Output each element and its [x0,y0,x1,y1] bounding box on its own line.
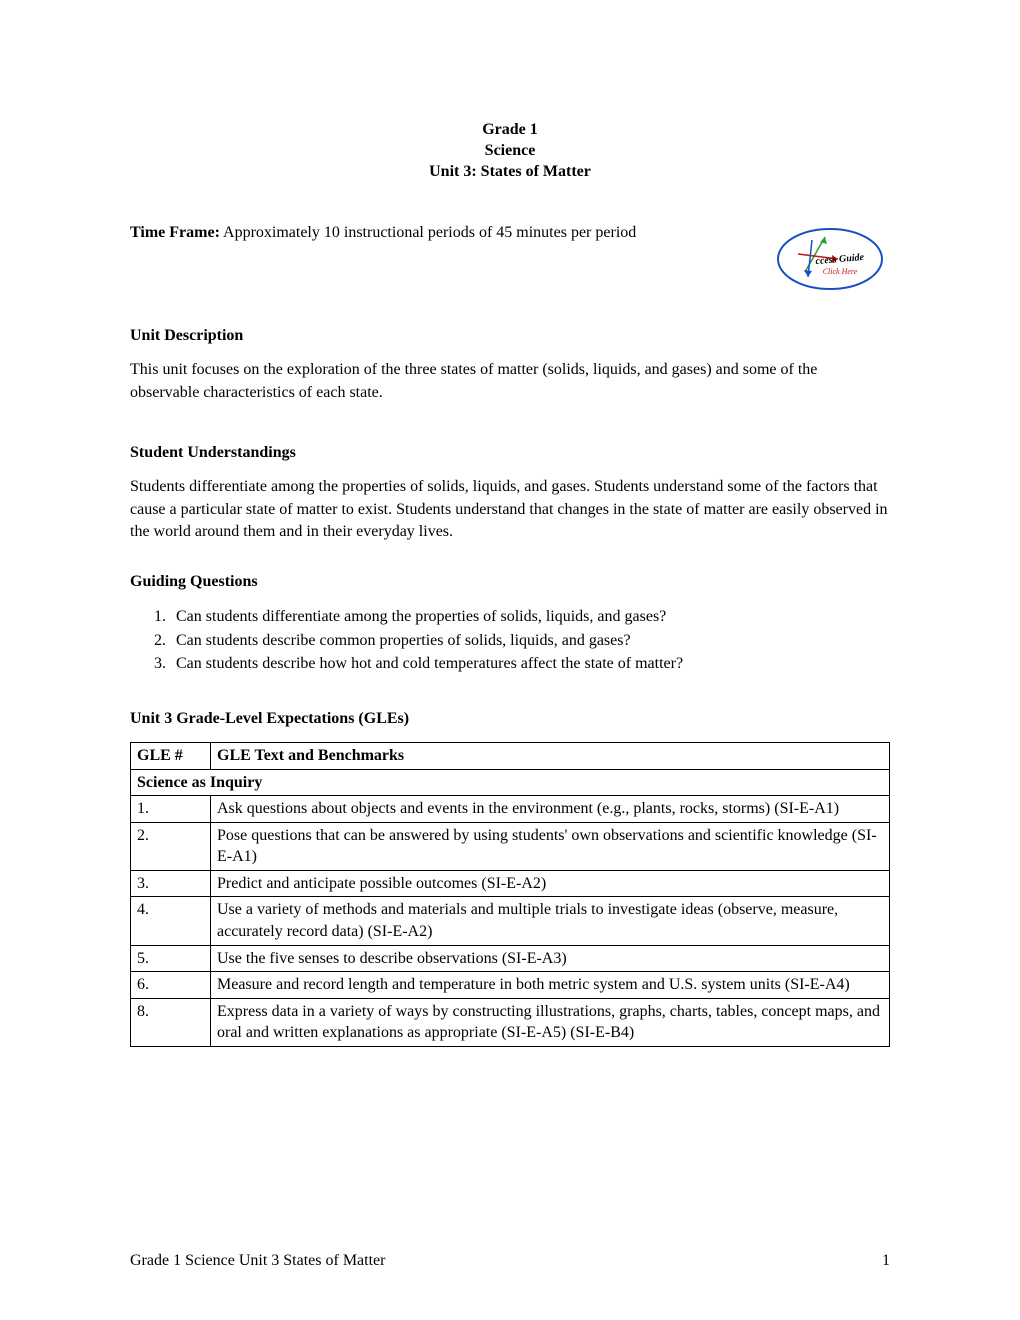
table-header-row: GLE # GLE Text and Benchmarks [131,742,890,769]
gle-text: Ask questions about objects and events i… [211,796,890,823]
unit-description-text: This unit focuses on the exploration of … [130,359,890,404]
footer-left: Grade 1 Science Unit 3 States of Matter [130,1252,385,1270]
table-row: 4.Use a variety of methods and materials… [131,897,890,945]
gle-heading: Unit 3 Grade-Level Expectations (GLEs) [130,710,890,728]
header-subject: Science [130,141,890,162]
access-guide-icon: ccess Guide Click Here [770,222,890,297]
gle-table: GLE # GLE Text and Benchmarks Science as… [130,742,890,1047]
list-item: Can students describe how hot and cold t… [170,652,890,675]
page-footer: Grade 1 Science Unit 3 States of Matter … [130,1252,890,1270]
table-row: 1.Ask questions about objects and events… [131,796,890,823]
list-item: Can students describe common properties … [170,629,890,652]
gle-num: 3. [131,870,211,897]
unit-description-heading: Unit Description [130,327,890,345]
table-row: 2.Pose questions that can be answered by… [131,822,890,870]
gle-col-num: GLE # [131,742,211,769]
guiding-questions-list: Can students differentiate among the pro… [170,605,890,675]
gle-text: Use a variety of methods and materials a… [211,897,890,945]
student-understandings-heading: Student Understandings [130,444,890,462]
guiding-questions-heading: Guiding Questions [130,573,890,591]
student-understandings-text: Students differentiate among the propert… [130,476,890,543]
header-grade: Grade 1 [130,120,890,141]
table-group-row: Science as Inquiry [131,769,890,796]
timeframe-value: Approximately 10 instructional periods o… [220,224,636,241]
svg-text:ccess Guide: ccess Guide [815,252,865,267]
gle-num: 6. [131,972,211,999]
gle-num: 8. [131,998,211,1046]
gle-num: 5. [131,945,211,972]
svg-text:Click Here: Click Here [823,267,858,276]
table-row: 5.Use the five senses to describe observ… [131,945,890,972]
gle-group-label: Science as Inquiry [131,769,890,796]
table-row: 8.Express data in a variety of ways by c… [131,998,890,1046]
gle-num: 2. [131,822,211,870]
access-guide-badge[interactable]: ccess Guide Click Here [770,222,890,297]
gle-text: Pose questions that can be answered by u… [211,822,890,870]
gle-text: Express data in a variety of ways by con… [211,998,890,1046]
gle-text: Measure and record length and temperatur… [211,972,890,999]
gle-text: Use the five senses to describe observat… [211,945,890,972]
gle-text: Predict and anticipate possible outcomes… [211,870,890,897]
table-row: 6.Measure and record length and temperat… [131,972,890,999]
list-item: Can students differentiate among the pro… [170,605,890,628]
timeframe-text: Time Frame: Approximately 10 instruction… [130,222,760,244]
footer-page-number: 1 [882,1252,890,1270]
timeframe-label: Time Frame: [130,224,220,241]
gle-num: 1. [131,796,211,823]
gle-num: 4. [131,897,211,945]
document-header: Grade 1 Science Unit 3: States of Matter [130,120,890,182]
gle-col-text: GLE Text and Benchmarks [211,742,890,769]
table-row: 3.Predict and anticipate possible outcom… [131,870,890,897]
header-unit: Unit 3: States of Matter [130,162,890,183]
timeframe-row: Time Frame: Approximately 10 instruction… [130,222,890,297]
